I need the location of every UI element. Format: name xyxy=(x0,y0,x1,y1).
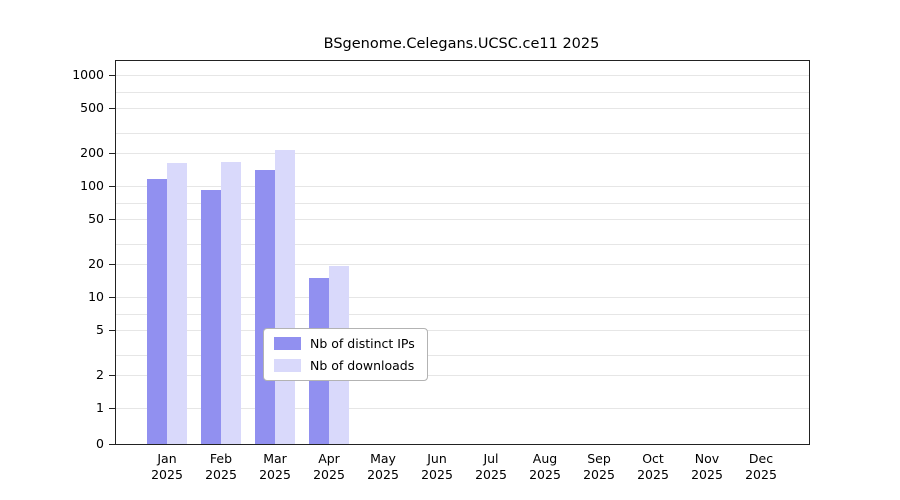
y-tick-mark xyxy=(109,152,116,154)
gridline xyxy=(116,92,809,94)
gridline xyxy=(116,314,809,316)
y-tick-label: 1000 xyxy=(72,67,104,82)
y-tick-label: 20 xyxy=(88,255,104,271)
bar-downloads-feb xyxy=(221,161,241,444)
bar-distinct-ips-mar xyxy=(255,169,275,444)
gridline xyxy=(116,75,809,76)
y-tick-mark xyxy=(109,75,116,76)
y-tick-label: 50 xyxy=(88,211,104,227)
x-tick-label: Jun 2025 xyxy=(421,451,453,482)
y-tick-label: 2 xyxy=(96,366,104,382)
x-tick-label: Jul 2025 xyxy=(475,451,507,482)
y-tick-mark xyxy=(109,297,116,298)
gridline xyxy=(116,133,809,134)
y-tick-mark xyxy=(109,108,116,110)
legend-entry-distinct-ips: Nb of distinct IPs xyxy=(274,336,415,351)
y-tick-label: 0 xyxy=(96,436,104,451)
y-tick-label: 200 xyxy=(80,144,104,160)
gridline xyxy=(116,244,809,245)
x-tick-label: Oct 2025 xyxy=(637,451,669,482)
y-tick-label: 5 xyxy=(96,322,104,338)
y-tick-label: 100 xyxy=(80,178,104,193)
x-tick-label: Nov 2025 xyxy=(691,451,723,482)
gridline xyxy=(116,297,809,298)
x-tick-label: Feb 2025 xyxy=(205,451,237,482)
x-tick-label: Mar 2025 xyxy=(259,451,291,482)
y-tick-label: 1 xyxy=(96,400,104,415)
legend: Nb of distinct IPs Nb of downloads xyxy=(263,328,428,381)
y-tick-label: 500 xyxy=(80,100,104,116)
x-tick-label: Sep 2025 xyxy=(583,451,615,482)
legend-swatch-downloads xyxy=(274,359,301,372)
bar-downloads-jan xyxy=(167,163,187,444)
y-tick-mark xyxy=(109,186,116,187)
chart-title: BSgenome.Celegans.UCSC.ce11 2025 xyxy=(323,36,600,52)
gridline xyxy=(116,219,809,221)
bar-distinct-ips-jan xyxy=(147,179,167,444)
x-tick-label: May 2025 xyxy=(367,451,399,482)
y-tick-mark xyxy=(109,263,116,265)
x-tick-label: Apr 2025 xyxy=(313,451,345,482)
gridline xyxy=(116,355,809,356)
legend-swatch-distinct-ips xyxy=(274,337,301,350)
y-tick-mark xyxy=(109,444,116,445)
gridline xyxy=(116,203,809,205)
x-tick-label: Dec 2025 xyxy=(745,451,777,482)
plot-area: 0 1 2 5 10 20 50 100 200 500 1000 Jan 2025 Feb 2025 Mar… xyxy=(72,60,810,482)
x-tick-label: Aug 2025 xyxy=(529,451,561,482)
gridline xyxy=(116,408,809,409)
y-tick-mark xyxy=(109,374,116,376)
legend-label-distinct-ips: Nb of distinct IPs xyxy=(310,336,415,351)
gridline xyxy=(116,152,809,154)
y-tick-label: 10 xyxy=(88,289,104,304)
legend-entry-downloads: Nb of downloads xyxy=(274,358,415,373)
gridline xyxy=(116,330,809,332)
y-tick-mark xyxy=(109,408,116,409)
bar-distinct-ips-feb xyxy=(201,190,221,444)
x-tick-label: Jan 2025 xyxy=(151,451,183,482)
legend-label-downloads: Nb of downloads xyxy=(310,358,415,373)
gridline xyxy=(116,263,809,265)
bar-downloads-mar xyxy=(275,150,295,444)
y-tick-mark xyxy=(109,219,116,221)
gridline xyxy=(116,374,809,376)
gridline xyxy=(116,108,809,110)
y-tick-mark xyxy=(109,330,116,332)
gridline xyxy=(116,186,809,187)
